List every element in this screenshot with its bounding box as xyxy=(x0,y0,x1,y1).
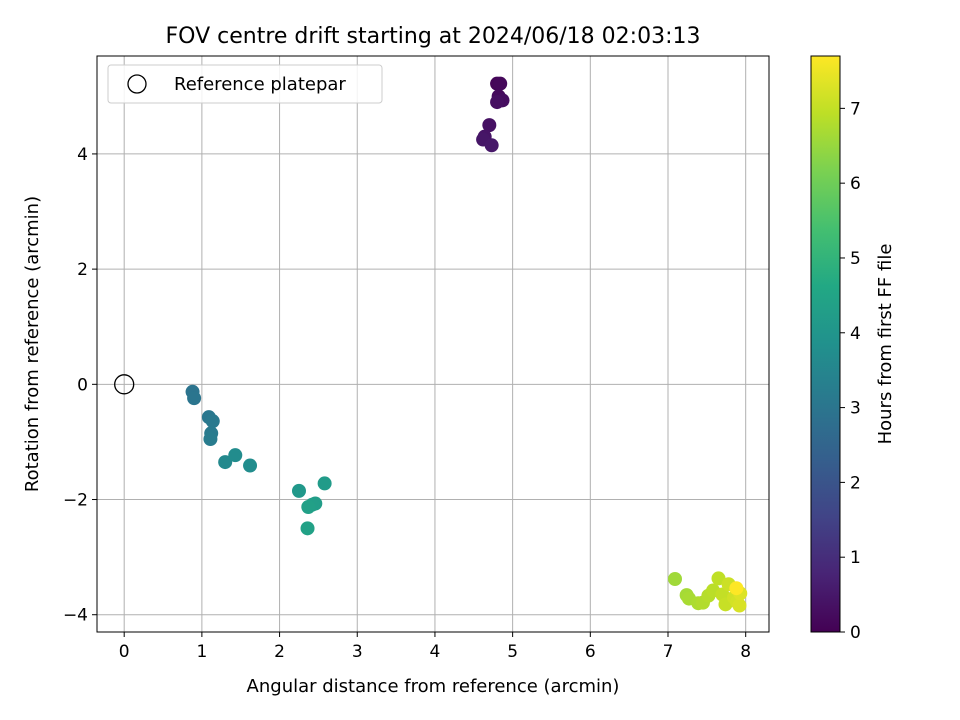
grid-lines xyxy=(97,56,769,632)
data-point xyxy=(300,521,315,536)
data-point xyxy=(317,476,332,491)
colorbar-tick-label: 1 xyxy=(850,548,861,568)
legend: Reference platepar xyxy=(107,64,383,104)
data-point xyxy=(187,391,202,406)
reference-platepar-marker xyxy=(114,374,135,395)
y-tick-label: 0 xyxy=(77,375,88,395)
x-tick-label: 2 xyxy=(274,642,285,662)
x-axis-label: Angular distance from reference (arcmin) xyxy=(247,676,620,697)
data-point xyxy=(205,414,220,429)
data-point xyxy=(729,581,744,596)
data-point xyxy=(484,138,499,153)
y-tick-label: 4 xyxy=(77,145,88,165)
colorbar-tick-label: 6 xyxy=(850,174,861,194)
data-point xyxy=(218,455,233,470)
colorbar-tick-label: 5 xyxy=(850,249,861,269)
y-tick-label: −4 xyxy=(63,606,88,626)
data-point xyxy=(482,118,497,133)
plot-frame xyxy=(96,55,770,633)
x-tick-label: 8 xyxy=(740,642,751,662)
data-point xyxy=(203,432,218,447)
data-point xyxy=(493,76,508,91)
x-tick-label: 4 xyxy=(430,642,441,662)
data-point xyxy=(228,448,243,463)
x-tick-label: 5 xyxy=(507,642,518,662)
colorbar-ticks: 0 1 2 3 4 5 6 7 xyxy=(840,99,861,643)
colorbar-tick-label: 3 xyxy=(850,399,861,419)
axis-ticks: 0 1 2 3 4 5 6 7 8 −4 −2 0 2 4 xyxy=(63,145,751,662)
data-point xyxy=(732,598,747,613)
x-tick-label: 1 xyxy=(196,642,207,662)
data-points xyxy=(114,76,748,613)
x-tick-label: 3 xyxy=(352,642,363,662)
x-tick-label: 7 xyxy=(663,642,674,662)
data-point xyxy=(243,458,258,473)
colorbar-label: Hours from first FF file xyxy=(875,244,896,445)
y-tick-label: 2 xyxy=(77,260,88,280)
legend-box xyxy=(107,64,383,104)
chart-title: FOV centre drift starting at 2024/06/18 … xyxy=(166,24,701,49)
data-point xyxy=(301,500,316,515)
x-tick-label: 0 xyxy=(119,642,130,662)
colorbar-tick-label: 2 xyxy=(850,473,861,493)
colorbar-tick-label: 0 xyxy=(850,623,861,643)
colorbar-tick-label: 7 xyxy=(850,99,861,119)
x-tick-label: 6 xyxy=(585,642,596,662)
data-point xyxy=(667,572,682,587)
y-tick-label: −2 xyxy=(63,491,88,511)
legend-marker-reference xyxy=(127,74,147,94)
data-point xyxy=(291,483,306,498)
colorbar-tick-label: 4 xyxy=(850,324,861,344)
y-axis-label: Rotation from reference (arcmin) xyxy=(22,196,43,492)
colorbar xyxy=(810,55,841,633)
data-point xyxy=(490,95,505,110)
legend-label-reference: Reference platepar xyxy=(174,74,346,95)
